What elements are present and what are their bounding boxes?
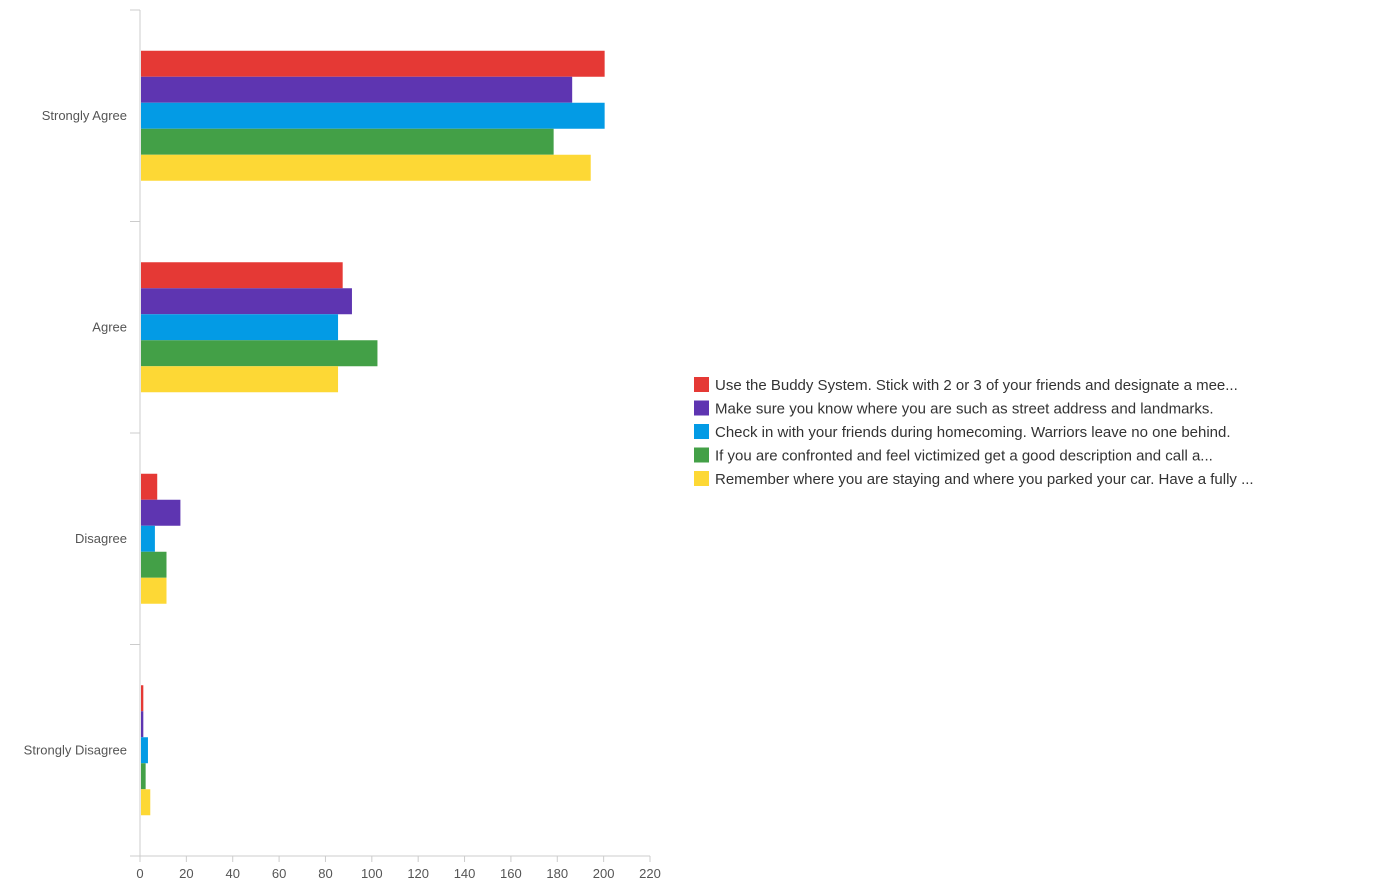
category-labels: Strongly Agree Agree Disagree Strongly Disa… bbox=[24, 108, 127, 758]
x-tick-label: 180 bbox=[546, 866, 568, 881]
bar[interactable]: Agree: 85 bbox=[141, 314, 339, 341]
bars: Strongly Agree: 200Strongly Agree: 186St… bbox=[141, 50, 605, 816]
category-label: Strongly Disagree bbox=[24, 742, 127, 757]
axes bbox=[130, 9, 651, 862]
bar[interactable]: Disagree: 11 bbox=[141, 577, 167, 604]
x-tick-label: 140 bbox=[454, 866, 476, 881]
legend-label: Use the Buddy System. Stick with 2 or 3 … bbox=[715, 377, 1238, 394]
bar[interactable]: Strongly Agree: 194 bbox=[141, 154, 591, 181]
legend-item[interactable]: Use the Buddy System. Stick with 2 or 3 … bbox=[694, 377, 1238, 394]
legend-swatch bbox=[694, 377, 709, 392]
legend-item[interactable]: Remember where you are staying and where… bbox=[694, 471, 1254, 488]
category-label: Disagree bbox=[75, 531, 127, 546]
x-tick-label: 120 bbox=[407, 866, 429, 881]
legend-item[interactable]: Check in with your friends during homeco… bbox=[694, 424, 1231, 441]
bar[interactable]: Agree: 85 bbox=[141, 366, 339, 393]
bar[interactable]: Strongly Agree: 186 bbox=[141, 76, 573, 103]
bar[interactable]: Strongly Disagree: 4 bbox=[141, 789, 151, 816]
category-label: Strongly Agree bbox=[42, 108, 127, 123]
bar[interactable]: Strongly Agree: 178 bbox=[141, 128, 554, 155]
bar[interactable]: Agree: 102 bbox=[141, 340, 378, 367]
x-tick-label: 80 bbox=[318, 866, 332, 881]
bar[interactable]: Strongly Agree: 200 bbox=[141, 102, 605, 129]
bar[interactable]: Disagree: 7 bbox=[141, 473, 158, 500]
category-label: Agree bbox=[92, 319, 127, 334]
legend-label: Remember where you are staying and where… bbox=[715, 471, 1254, 488]
legend-swatch bbox=[694, 424, 709, 439]
legend-swatch bbox=[694, 447, 709, 463]
legend-label: If you are confronted and feel victimize… bbox=[715, 448, 1213, 465]
x-tick-labels: 0 20 40 60 80 100 120 140 160 180 200 220 bbox=[136, 866, 660, 881]
legend-item[interactable]: If you are confronted and feel victimize… bbox=[694, 447, 1213, 465]
x-tick-label: 220 bbox=[639, 866, 661, 881]
bar[interactable]: Strongly Agree: 200 bbox=[141, 50, 605, 77]
legend-swatch bbox=[694, 471, 709, 486]
bar[interactable]: Strongly Disagree: 2 bbox=[141, 763, 146, 790]
bar[interactable]: Strongly Disagree: 3 bbox=[141, 737, 148, 764]
legend: Use the Buddy System. Stick with 2 or 3 … bbox=[694, 377, 1254, 488]
bar[interactable]: Strongly Disagree: 1 bbox=[141, 685, 144, 712]
x-tick-label: 0 bbox=[136, 866, 143, 881]
x-tick-label: 100 bbox=[361, 866, 383, 881]
x-tick-label: 40 bbox=[225, 866, 239, 881]
x-tick-label: 60 bbox=[272, 866, 286, 881]
x-tick-label: 20 bbox=[179, 866, 193, 881]
bar[interactable]: Agree: 91 bbox=[141, 288, 352, 315]
legend-item[interactable]: Make sure you know where you are such as… bbox=[694, 400, 1214, 418]
bar[interactable]: Disagree: 6 bbox=[141, 525, 155, 552]
bar[interactable]: Disagree: 11 bbox=[141, 551, 167, 578]
x-tick-label: 160 bbox=[500, 866, 522, 881]
bar[interactable]: Disagree: 17 bbox=[141, 499, 181, 526]
bar[interactable]: Agree: 87 bbox=[141, 262, 343, 289]
x-tick-label: 200 bbox=[593, 866, 615, 881]
legend-swatch bbox=[694, 400, 709, 416]
legend-label: Check in with your friends during homeco… bbox=[715, 424, 1231, 441]
bar[interactable]: Strongly Disagree: 1 bbox=[141, 711, 144, 738]
legend-label: Make sure you know where you are such as… bbox=[715, 401, 1214, 418]
